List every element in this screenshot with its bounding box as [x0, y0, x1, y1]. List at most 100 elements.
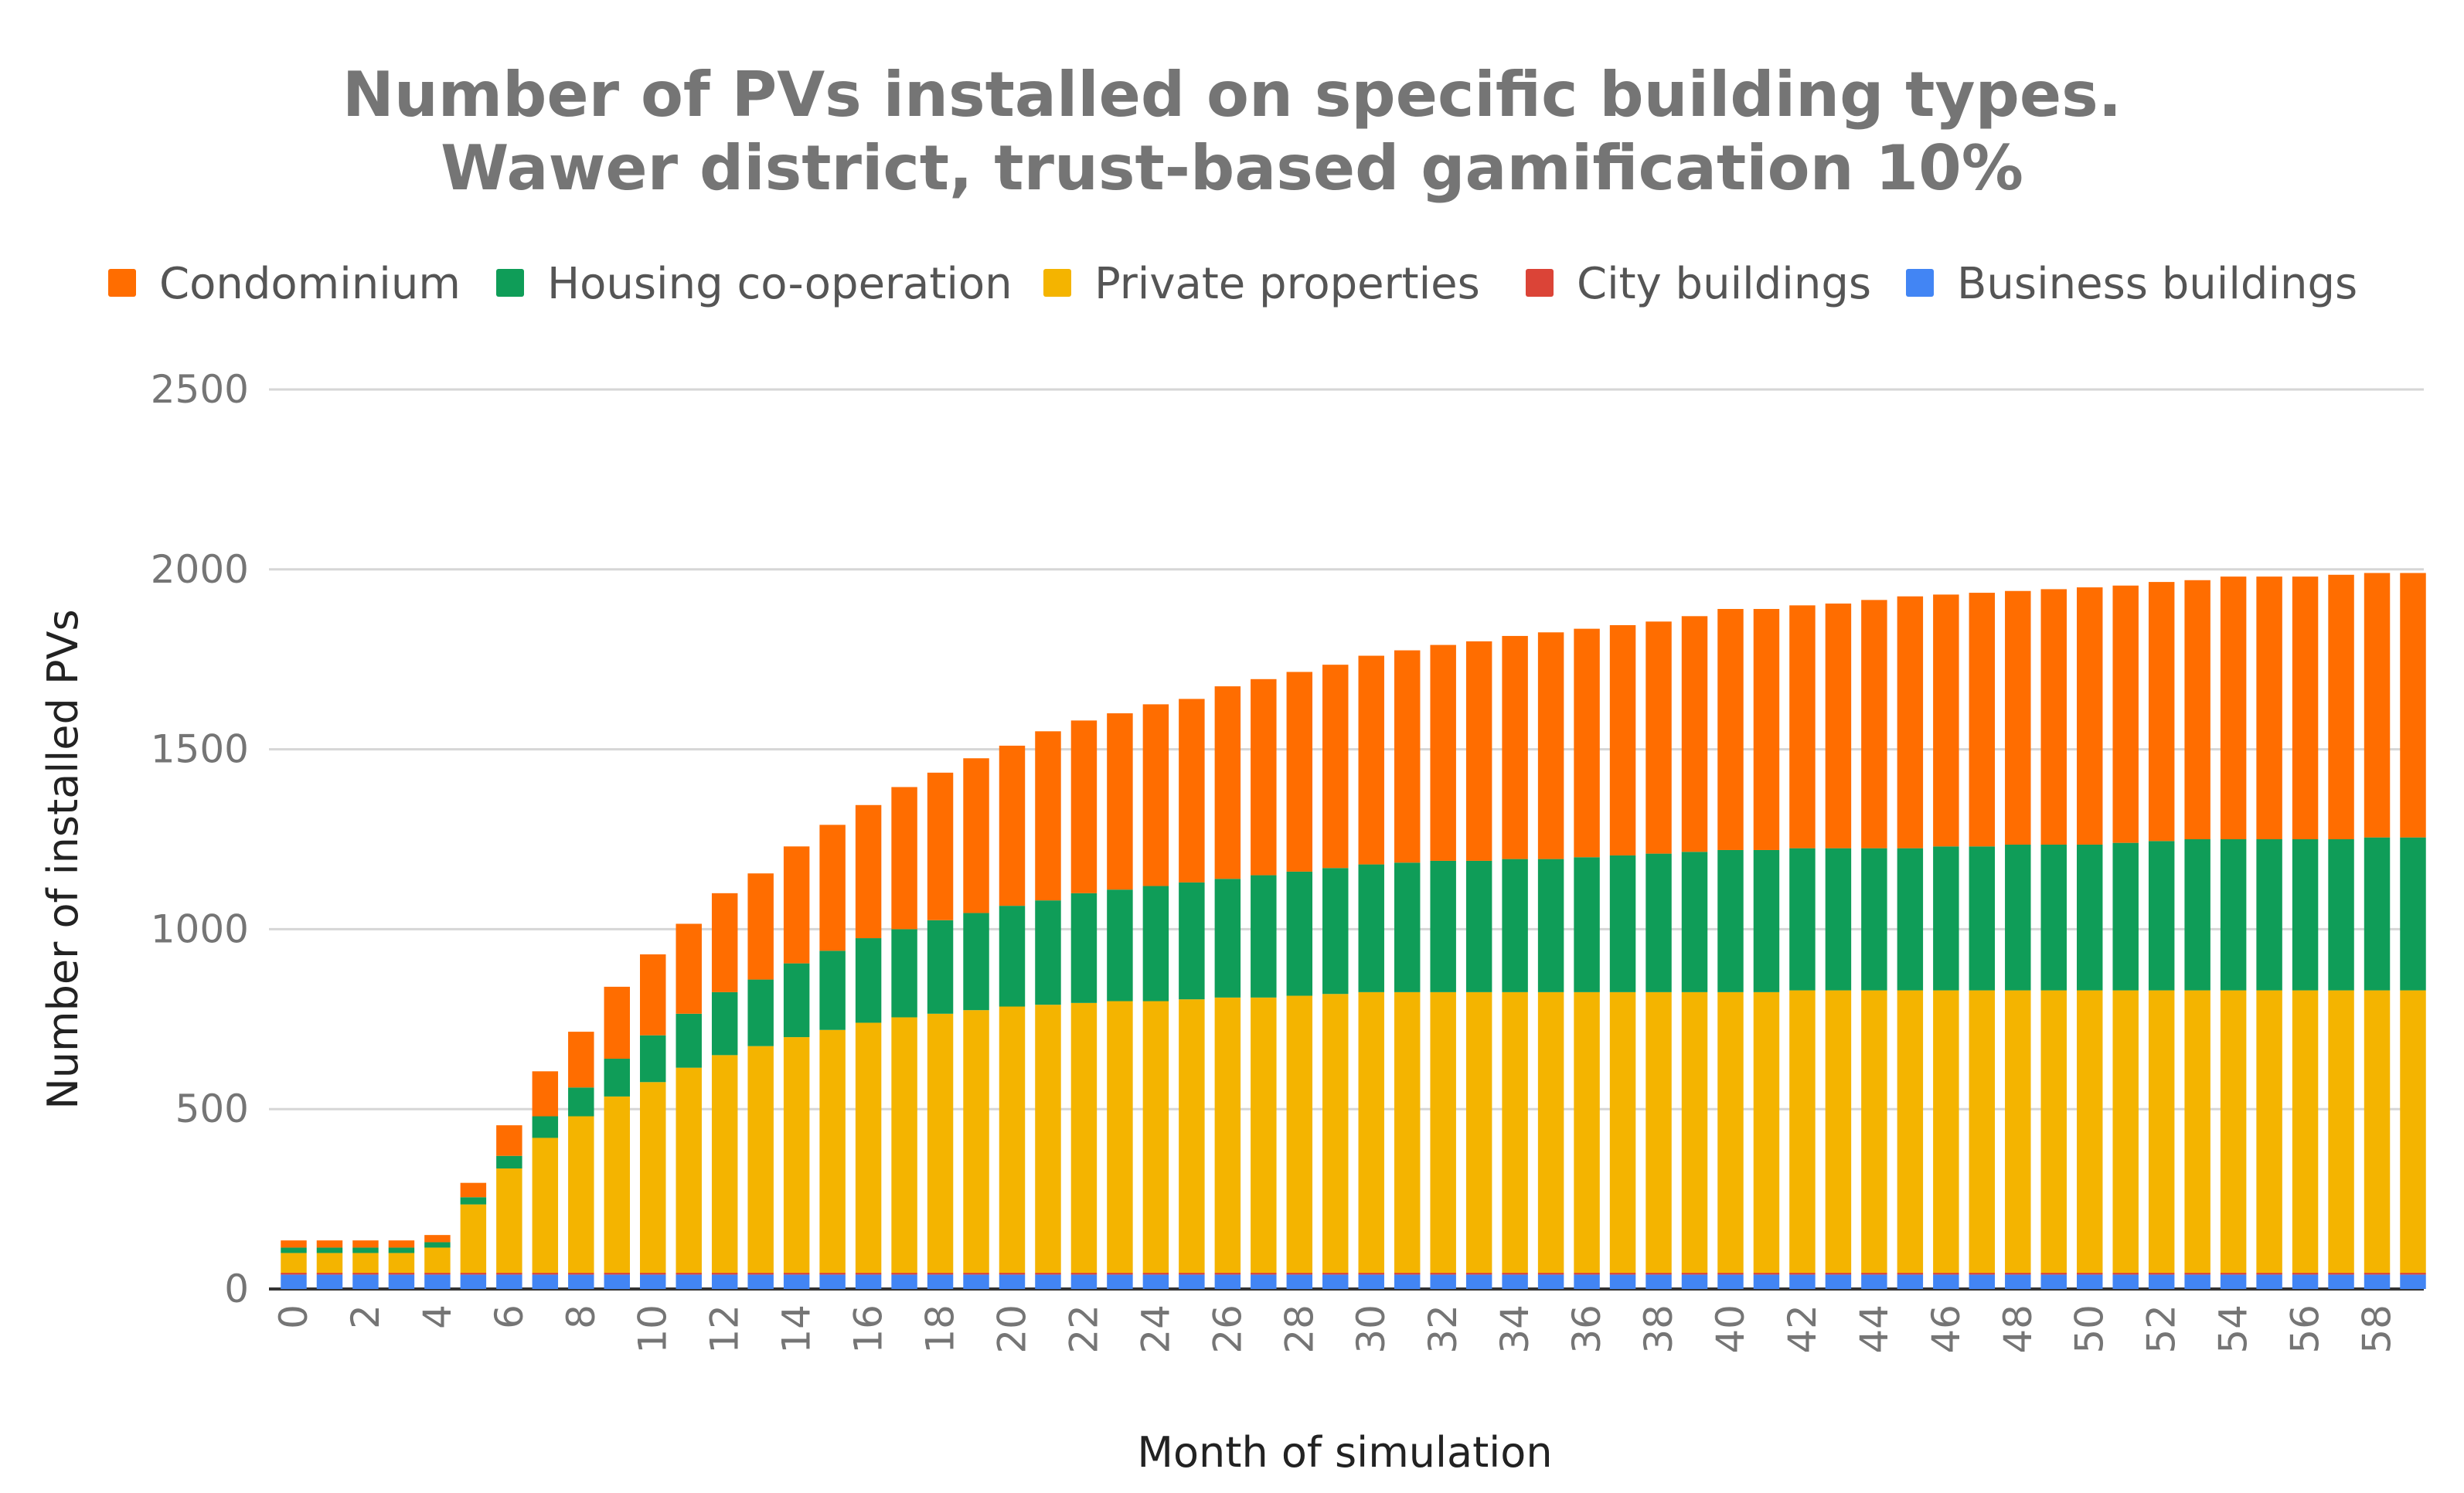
y-tick-label: 1500 — [151, 727, 249, 772]
bar-city-buildings — [676, 1273, 702, 1275]
x-tick-label: 10 — [631, 1304, 676, 1354]
bar-housing-co-operation — [963, 913, 989, 1011]
x-tick-label: 54 — [2211, 1304, 2256, 1354]
bar-private-properties — [496, 1168, 522, 1274]
bar-private-properties — [1574, 991, 1600, 1274]
y-tick-label: 0 — [224, 1267, 249, 1311]
bar-business-buildings — [2184, 1274, 2210, 1289]
bar-condominium — [1107, 713, 1133, 890]
bar-housing-co-operation — [783, 963, 810, 1038]
bar-private-properties — [1394, 991, 1421, 1274]
bar-private-properties — [2112, 990, 2139, 1274]
bar-private-properties — [2328, 990, 2354, 1274]
bar-condominium — [1933, 594, 1959, 847]
bar-condominium — [2005, 590, 2031, 845]
bar-city-buildings — [1286, 1273, 1313, 1275]
bar-business-buildings — [999, 1274, 1026, 1289]
bar-condominium — [1286, 672, 1313, 872]
bar-condominium — [2364, 573, 2391, 838]
bar-private-properties — [1753, 991, 1780, 1274]
bar-housing-co-operation — [1142, 886, 1169, 1002]
bar-private-properties — [2220, 990, 2247, 1274]
bar-condominium — [999, 745, 1026, 906]
bar-housing-co-operation — [2220, 839, 2247, 991]
x-tick-label: 40 — [1708, 1304, 1753, 1354]
bar-private-properties — [1646, 991, 1672, 1274]
bar-private-properties — [1897, 990, 1924, 1274]
bar-business-buildings — [388, 1274, 415, 1289]
x-tick-label: 38 — [1636, 1304, 1681, 1354]
bar-private-properties — [2184, 990, 2210, 1274]
x-tick-label: 14 — [774, 1304, 819, 1354]
x-tick-label: 2 — [343, 1304, 388, 1329]
bar-business-buildings — [2220, 1274, 2247, 1289]
bar-business-buildings — [1717, 1274, 1744, 1289]
bar-housing-co-operation — [2005, 844, 2031, 991]
bar-housing-co-operation — [1825, 848, 1852, 991]
bar-city-buildings — [2400, 1273, 2426, 1275]
bar-city-buildings — [2256, 1273, 2282, 1275]
bar-private-properties — [532, 1138, 559, 1274]
bar-business-buildings — [747, 1274, 774, 1289]
bar-business-buildings — [2328, 1274, 2354, 1289]
bar-business-buildings — [2005, 1274, 2031, 1289]
bar-city-buildings — [819, 1273, 846, 1275]
bar-housing-co-operation — [316, 1247, 343, 1253]
bar-business-buildings — [496, 1274, 522, 1289]
bar-condominium — [2184, 580, 2210, 839]
bar-city-buildings — [2112, 1273, 2139, 1275]
bar-private-properties — [1251, 997, 1277, 1274]
bar-business-buildings — [1897, 1274, 1924, 1289]
bar-city-buildings — [1465, 1273, 1492, 1275]
bar-housing-co-operation — [2364, 837, 2391, 991]
x-tick-label: 44 — [1852, 1304, 1897, 1354]
bar-private-properties — [819, 1029, 846, 1274]
bar-private-properties — [1502, 991, 1528, 1274]
bar-housing-co-operation — [1394, 862, 1421, 992]
bar-city-buildings — [496, 1273, 522, 1275]
legend-swatch-city-buildings — [1526, 269, 1554, 297]
bar-housing-co-operation — [676, 1013, 702, 1068]
x-tick-label: 52 — [2139, 1304, 2184, 1354]
bar-condominium — [532, 1071, 559, 1117]
bar-private-properties — [927, 1013, 954, 1274]
bar-business-buildings — [711, 1274, 738, 1289]
bar-city-buildings — [281, 1273, 307, 1275]
bar-housing-co-operation — [2040, 844, 2067, 991]
bar-city-buildings — [568, 1273, 594, 1275]
bar-housing-co-operation — [496, 1155, 522, 1169]
bar-private-properties — [2364, 990, 2391, 1274]
bar-private-properties — [2148, 990, 2175, 1274]
bar-condominium — [388, 1240, 415, 1248]
bar-business-buildings — [2148, 1274, 2175, 1289]
bar-housing-co-operation — [1933, 846, 1959, 991]
y-tick-label: 1000 — [151, 906, 249, 951]
bar-city-buildings — [532, 1273, 559, 1275]
bar-housing-co-operation — [1430, 860, 1456, 992]
bar-condominium — [1251, 678, 1277, 876]
bar-city-buildings — [1035, 1273, 1061, 1275]
bar-business-buildings — [783, 1274, 810, 1289]
bar-housing-co-operation — [891, 929, 917, 1018]
bar-private-properties — [1322, 994, 1349, 1274]
bar-city-buildings — [963, 1273, 989, 1275]
bar-housing-co-operation — [2112, 842, 2139, 991]
bar-private-properties — [2400, 990, 2426, 1274]
x-tick-label: 42 — [1780, 1304, 1825, 1354]
bar-private-properties — [783, 1037, 810, 1274]
bar-private-properties — [568, 1116, 594, 1274]
bar-housing-co-operation — [388, 1247, 415, 1253]
bar-condominium — [460, 1182, 487, 1198]
bar-city-buildings — [1430, 1273, 1456, 1275]
bar-housing-co-operation — [1574, 857, 1600, 992]
bar-city-buildings — [640, 1273, 666, 1275]
x-tick-label: 18 — [918, 1304, 963, 1354]
bar-city-buildings — [1214, 1273, 1241, 1275]
legend-swatch-business-buildings — [1906, 269, 1934, 297]
bar-housing-co-operation — [352, 1247, 379, 1253]
bar-condominium — [316, 1240, 343, 1248]
y-tick-label: 500 — [175, 1087, 249, 1131]
bar-city-buildings — [2040, 1273, 2067, 1275]
bar-condominium — [1142, 704, 1169, 886]
bar-condominium — [1394, 650, 1421, 863]
